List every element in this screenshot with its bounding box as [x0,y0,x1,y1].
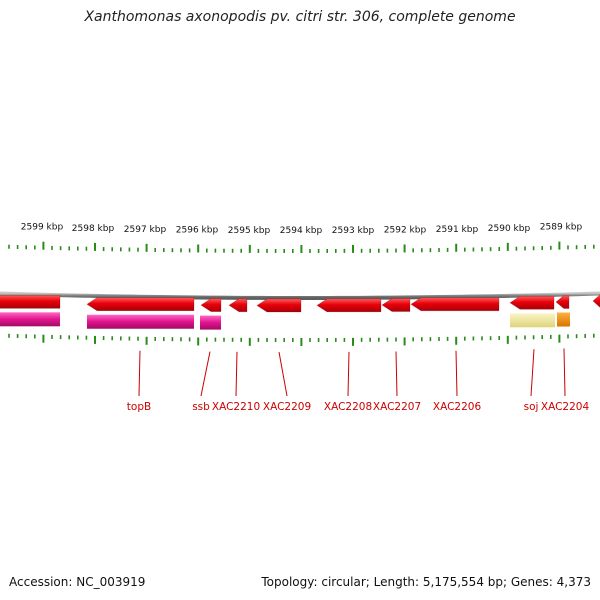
gene-labels: topB ssb XAC2210 XAC2209 XAC2208 XAC2207 XAC22… [127,348,590,413]
scale-label: 2590 kbp [488,224,531,234]
gene-leader-line [530,349,535,397]
gene-arrow [555,295,570,309]
cog-block [87,314,194,329]
genome-title: Xanthomonas axonopodis pv. citri str. 30… [84,9,516,25]
gene-arrow [256,298,302,313]
scale-label: 2597 kbp [124,225,167,235]
accession-text: Accession: NC_003919 [9,575,146,589]
gene-leader-line [395,351,398,397]
gene-label: XAC2207 [373,401,421,413]
gene-leader-line [138,350,141,397]
scale-label: 2595 kbp [228,226,271,236]
gene-leader-line [278,351,288,397]
gene-arrow [592,294,600,308]
gene-arrow [381,298,411,312]
gene-leader-line [347,351,350,397]
gene-label: XAC2208 [324,401,372,413]
gene-label: XAC2206 [433,401,482,413]
gene-label: XAC2210 [212,401,260,413]
gene-arrow [316,298,382,313]
gene-arrow [410,297,500,312]
scale-label: 2591 kbp [436,225,479,235]
gene-label: soj [524,401,539,413]
scale-labels: 2599 kbp 2598 kbp 2597 kbp 2596 kbp 2595 kbp… [21,223,583,236]
cog-track [0,312,570,330]
scale-label: 2599 kbp [21,223,64,233]
gene-leader-line [235,351,238,397]
gene-label: XAC2204 [541,401,590,413]
gene-arrow [86,297,195,312]
gene-label: XAC2209 [263,401,311,413]
cog-block [0,312,60,327]
genome-backbone [0,291,600,300]
scale-label: 2596 kbp [176,225,219,235]
cog-block [200,315,221,330]
cog-block [557,312,570,327]
cog-block [510,313,555,328]
gene-leader-line [455,350,458,397]
topology-summary: Topology: circular; Length: 5,175,554 bp… [261,575,591,589]
gene-label: topB [127,401,151,413]
gene-arrow [509,296,555,310]
scale-label: 2593 kbp [332,226,375,236]
gene-arrow [200,298,222,312]
gene-label: ssb [192,401,210,413]
gene-arrow [0,295,61,309]
gene-leader-line [200,351,211,397]
scale-label: 2592 kbp [384,225,427,235]
gene-leader-line [563,348,566,397]
scale-label: 2594 kbp [280,226,323,236]
scale-label: 2589 kbp [540,223,583,233]
gene-track [0,294,600,313]
scale-label: 2598 kbp [72,224,115,234]
gene-arrow [228,298,248,313]
scale-ticks [8,241,595,346]
